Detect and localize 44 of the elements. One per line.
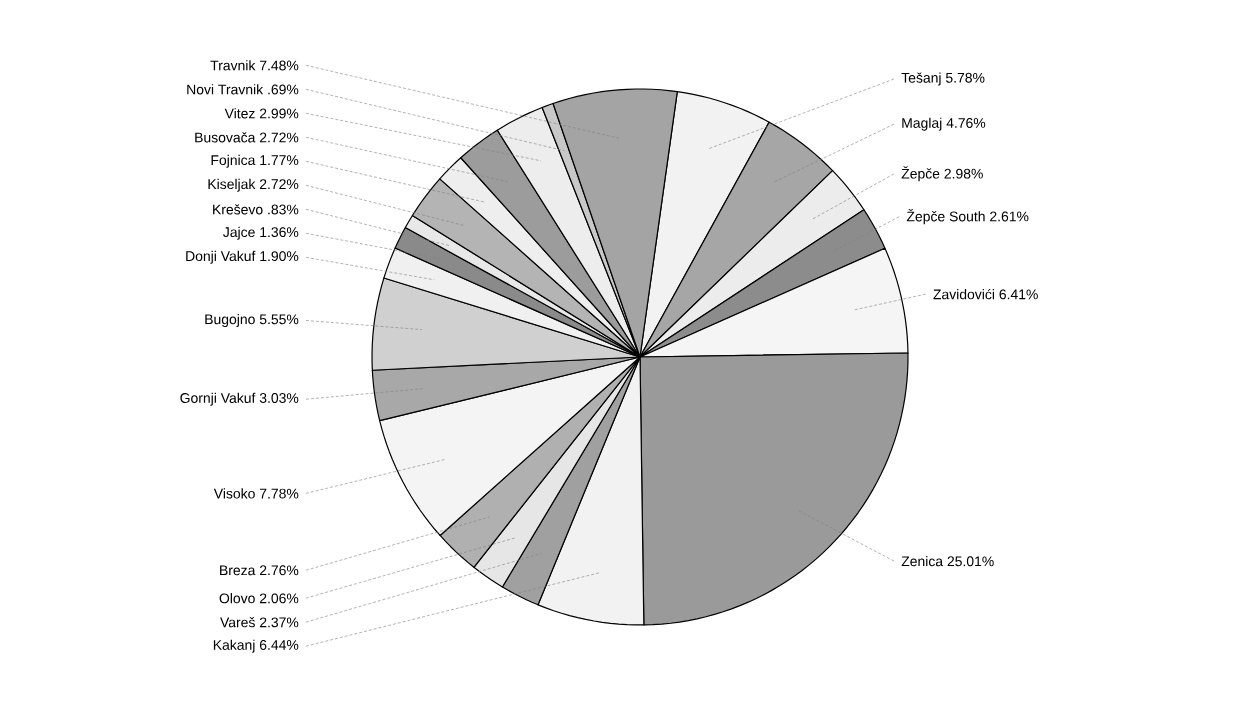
slice-label: Olovo (219, 593, 255, 604)
data-label: 6.41% (999, 289, 1038, 300)
slice-label: Travnik (210, 60, 256, 71)
data-label: 2.72% (259, 179, 299, 189)
data-label: 25.01% (947, 556, 994, 567)
slice-label: Vareš (220, 617, 255, 628)
data-label: 2.76% (259, 565, 299, 576)
data-label: 6.44% (259, 640, 299, 650)
data-label: 3.03% (259, 393, 299, 403)
slice-label: Fojnica (211, 154, 256, 168)
data-label: 5.55% (259, 314, 299, 325)
slice-label: Donji Vakuf (186, 250, 256, 264)
slice-label: Zavidovići (933, 288, 995, 300)
data-label: 7.78% (259, 488, 299, 499)
slice-label: Bugojno (205, 313, 255, 327)
data-label: 1.36% (260, 227, 299, 238)
data-label: 4.76% (946, 118, 986, 128)
data-label: 2.61% (990, 211, 1029, 222)
slice-label: Kakanj (213, 639, 255, 653)
slice-label: Novi Travnik (187, 84, 264, 95)
slice-label: Žepče (901, 166, 940, 182)
slice-label: Tešanj (901, 72, 941, 86)
slice-label: Žepče South (906, 209, 985, 225)
slice-label: Kiseljak (208, 178, 256, 192)
slice-label: Kreševo (213, 204, 263, 215)
data-label: 5.78% (945, 72, 985, 83)
slice-label: Visoko (213, 488, 255, 499)
data-label: 1.77% (260, 155, 299, 165)
slice-label: Vitez (224, 108, 255, 119)
data-label: 2.72% (259, 132, 299, 143)
slice-label: Maglaj (902, 117, 942, 131)
data-label: 7.48% (259, 60, 299, 71)
slice-label: Breza (220, 565, 256, 576)
data-label: 1.90% (260, 251, 299, 262)
data-label: 2.06% (259, 593, 299, 604)
data-label: 2.98% (944, 168, 983, 179)
slice-label: Busovača (195, 132, 256, 143)
data-label: 2.99% (259, 108, 299, 119)
slice-label: Jajce (223, 226, 255, 240)
data-label: 2.37% (259, 617, 299, 628)
data-label: .83% (268, 204, 299, 215)
slice-label: Gornji Vakuf (180, 392, 256, 406)
slice-label: Zenica (901, 555, 944, 567)
data-label: .69% (268, 84, 299, 95)
